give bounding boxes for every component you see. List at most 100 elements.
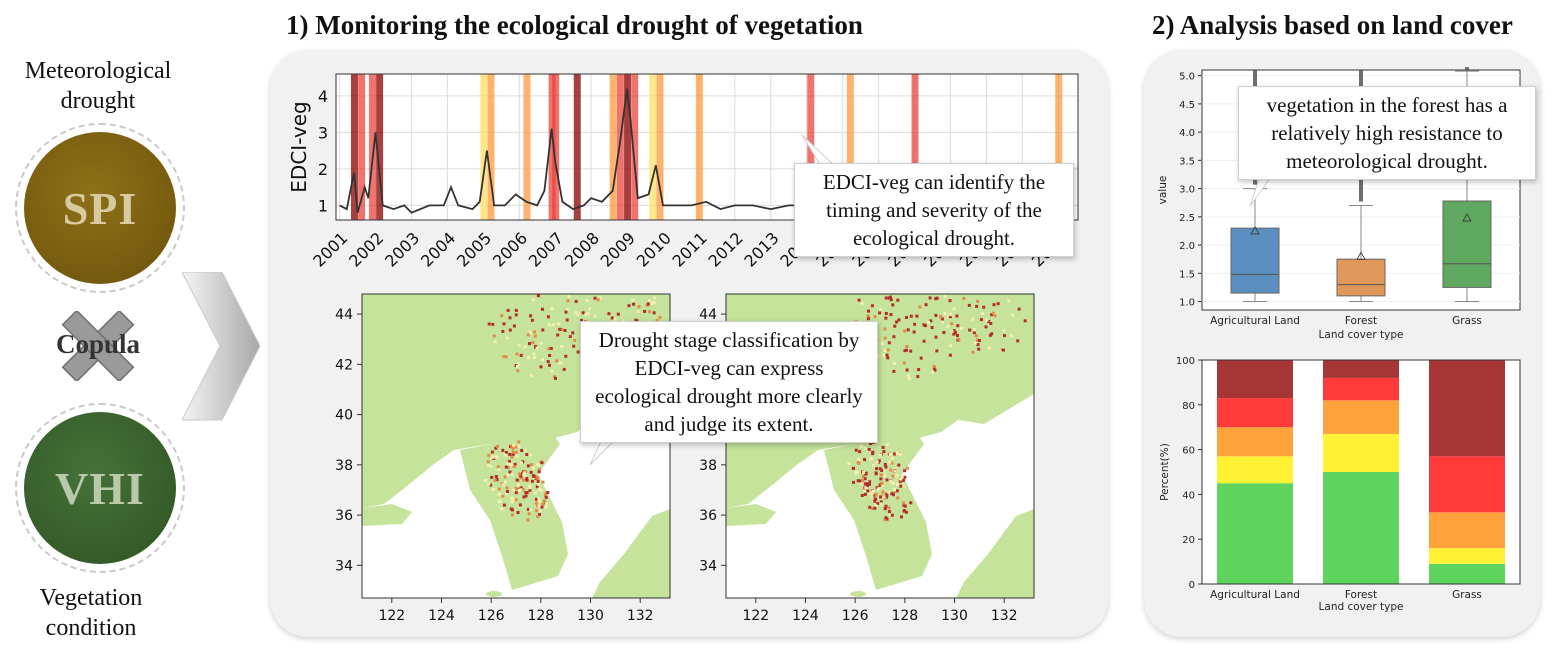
drought-pixel — [487, 482, 491, 486]
drought-pixel — [533, 330, 537, 334]
drought-pixel — [502, 355, 506, 358]
drought-pixel — [891, 303, 895, 307]
drought-pixel — [528, 486, 532, 490]
drought-pixel — [513, 462, 517, 466]
drought-pixel — [847, 462, 851, 466]
drought-pixel — [952, 332, 956, 336]
drought-pixel — [927, 320, 930, 324]
drought-pixel — [495, 445, 499, 448]
drought-pixel — [531, 298, 535, 302]
drought-pixel — [895, 489, 899, 493]
drought-pixel — [901, 478, 905, 482]
drought-pixel — [541, 480, 545, 484]
drought-pixel — [545, 501, 548, 505]
bar-segment — [1217, 483, 1293, 584]
drought-pixel — [584, 313, 588, 317]
drought-pixel — [632, 302, 636, 306]
drought-pixel — [956, 334, 959, 337]
drought-pixel — [514, 491, 518, 495]
map-y-tick-label: 34 — [699, 558, 717, 574]
drought-pixel — [539, 342, 543, 345]
drought-pixel — [520, 449, 524, 452]
drought-pixel — [536, 463, 540, 467]
forest-callout: vegetation in the forest has a relativel… — [1238, 86, 1536, 180]
drought-pixel — [988, 333, 992, 337]
y-tick-label: 1 — [318, 196, 328, 215]
drought-highlight-band — [368, 74, 376, 220]
drought-pixel — [502, 503, 506, 507]
mean-marker — [1356, 251, 1366, 260]
x-tick-label: 2012 — [704, 228, 746, 270]
drought-highlight-band — [573, 74, 581, 220]
drought-pixel — [859, 444, 863, 448]
drought-pixel — [512, 465, 516, 468]
drought-pixel — [943, 311, 947, 315]
jeju-island — [850, 591, 866, 597]
drought-pixel — [549, 346, 553, 350]
drought-pixel — [593, 296, 597, 300]
x-tick-label: 2006 — [489, 228, 531, 270]
y-tick-label: 3.0 — [1179, 185, 1195, 196]
drought-pixel — [610, 316, 614, 320]
map-y-tick-label: 38 — [335, 458, 353, 474]
drought-pixel — [909, 349, 913, 353]
map-y-tick-label: 38 — [699, 458, 717, 474]
drought-pixel — [541, 307, 544, 311]
drought-highlight-band — [548, 74, 556, 220]
drought-pixel — [943, 294, 947, 298]
y-tick-label: 1.0 — [1179, 298, 1195, 309]
drought-pixel — [923, 324, 927, 328]
drought-pixel — [899, 477, 903, 481]
x-axis-label: Land cover type — [1319, 601, 1404, 613]
drought-pixel — [863, 488, 867, 492]
drought-highlight-band — [695, 74, 703, 220]
y-tick-label: 40 — [1182, 490, 1195, 501]
bar-segment — [1429, 360, 1505, 457]
drought-pixel — [879, 473, 883, 477]
drought-pixel — [487, 322, 491, 326]
drought-pixel — [889, 313, 893, 317]
map-x-tick-label: 132 — [991, 608, 1018, 624]
drought-pixel — [882, 495, 886, 499]
drought-pixel — [588, 307, 592, 311]
drought-pixel — [873, 315, 877, 319]
drought-pixel — [529, 470, 533, 474]
drought-pixel — [953, 331, 957, 335]
drought-pixel — [536, 479, 540, 483]
drought-pixel — [518, 503, 522, 507]
drought-pixel — [540, 461, 544, 465]
drought-pixel — [884, 312, 888, 315]
x-tick-label: Agricultural Land — [1210, 589, 1300, 601]
drought-pixel — [514, 498, 518, 502]
edci-timeseries-chart: 1 2 3 4 200120022003200420052006200720082009… — [287, 73, 1079, 271]
x-tick-label: Grass — [1452, 315, 1482, 327]
drought-pixel — [501, 448, 505, 452]
drought-pixel — [861, 474, 865, 478]
drought-pixel — [973, 341, 977, 345]
drought-pixel — [916, 375, 920, 379]
drought-pixel — [512, 443, 516, 447]
drought-highlight-band — [1055, 74, 1063, 220]
drought-pixel — [883, 463, 887, 466]
drought-highlight-band — [656, 74, 664, 220]
drought-pixel — [508, 328, 512, 332]
drought-pixel — [596, 298, 600, 302]
mean-marker — [1462, 213, 1472, 222]
drought-pixel — [646, 302, 650, 306]
drought-pixel — [486, 460, 490, 464]
drought-pixel — [490, 475, 494, 479]
drought-pixel — [928, 296, 932, 300]
drought-pixel — [890, 461, 894, 465]
drought-pixel — [934, 335, 938, 339]
drought-pixel — [1016, 339, 1020, 343]
drought-pixel — [523, 448, 527, 452]
drought-pixel — [867, 447, 871, 451]
y-tick-label: 3 — [318, 123, 328, 142]
drought-pixel — [949, 344, 953, 348]
drought-pixel — [888, 513, 892, 517]
drought-pixel — [903, 504, 907, 508]
drought-pixel — [940, 317, 944, 321]
drought-pixel — [537, 487, 541, 491]
map-frame — [725, 293, 1035, 599]
drought-pixel — [504, 465, 508, 469]
